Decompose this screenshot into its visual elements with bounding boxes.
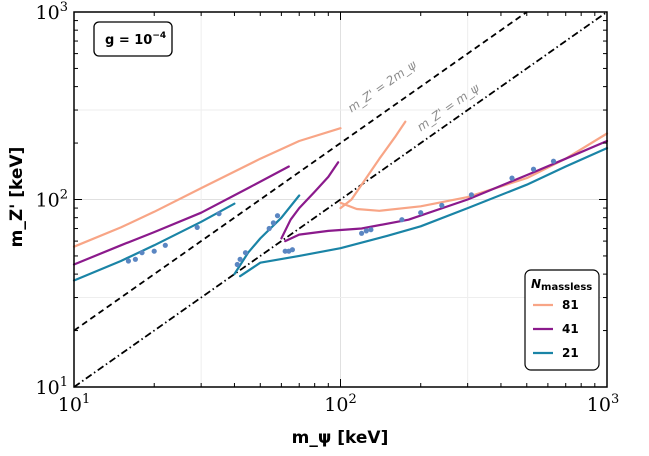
data-point xyxy=(282,248,288,254)
data-point xyxy=(270,220,276,226)
data-point xyxy=(216,211,222,217)
y-axis-title: m_Z' [keV] xyxy=(7,147,27,248)
legend: Nmassless 81 41 21 xyxy=(524,269,600,371)
curve-81-segment-1 xyxy=(339,120,407,210)
reference-line-1m xyxy=(73,11,608,388)
x-axis-title: m_ψ [keV] xyxy=(292,428,389,448)
legend-label-41: 41 xyxy=(562,322,579,336)
data-point xyxy=(162,242,168,248)
annotation-1m-line: m_Z' = m_ψ xyxy=(414,80,482,134)
reference-lines xyxy=(73,11,608,388)
annotation-2m-line: m_Z' = 2m_ψ xyxy=(345,57,419,115)
curve-41-segment-2 xyxy=(284,139,609,243)
series-layer xyxy=(72,120,609,282)
y-tick-label: 103 xyxy=(36,0,68,24)
curve-41-segment-0 xyxy=(72,165,290,266)
coupling-label: g = 10−4 xyxy=(105,31,166,48)
curve-81-segment-0 xyxy=(72,127,342,248)
data-point xyxy=(550,158,557,164)
curve-21-segment-0 xyxy=(72,202,236,282)
annotation-2m-text: m_Z' = 2m_ψ xyxy=(345,57,419,115)
x-tick-label: 103 xyxy=(587,392,619,416)
data-point xyxy=(125,258,131,264)
curve-21-segment-1 xyxy=(233,194,301,276)
axis-ticks: 101 102 103 101 102 103 xyxy=(36,0,620,416)
curve-21-segment-2 xyxy=(239,147,609,278)
data-point xyxy=(399,217,405,223)
data-point xyxy=(242,250,249,256)
data-point xyxy=(274,213,281,219)
data-point xyxy=(509,175,515,181)
data-point xyxy=(132,256,138,262)
data-point xyxy=(289,247,295,253)
annotation-1m-text: m_Z' = m_ψ xyxy=(414,80,482,134)
legend-label-21: 21 xyxy=(562,346,579,360)
legend-label-81: 81 xyxy=(562,298,579,312)
y-tick-label: 102 xyxy=(36,188,68,212)
data-point xyxy=(418,210,424,216)
data-point xyxy=(151,248,157,254)
x-tick-label: 102 xyxy=(324,392,356,416)
x-tick-label: 101 xyxy=(58,392,90,416)
data-point xyxy=(139,250,145,256)
data-point xyxy=(237,256,243,262)
data-point xyxy=(194,224,200,230)
scatter-layer xyxy=(125,158,557,268)
coupling-box: g = 10−4 xyxy=(93,21,173,57)
data-point xyxy=(363,228,369,234)
data-point xyxy=(266,225,272,232)
curve-41-segment-1 xyxy=(280,161,340,240)
data-point xyxy=(359,230,365,236)
y-tick-label: 101 xyxy=(36,375,68,399)
reference-line-2m xyxy=(73,11,528,332)
data-point xyxy=(234,261,240,268)
data-point xyxy=(468,192,474,198)
data-point xyxy=(368,227,374,233)
data-point xyxy=(530,166,537,172)
legend-title: Nmassless xyxy=(531,277,592,293)
legend-title-sub: massless xyxy=(541,282,592,293)
coupling-exponent: −4 xyxy=(152,31,166,41)
data-point xyxy=(439,202,445,208)
